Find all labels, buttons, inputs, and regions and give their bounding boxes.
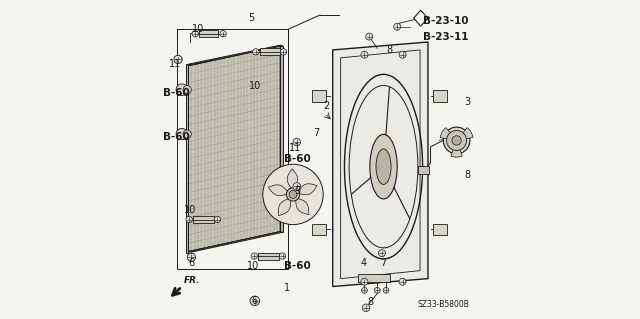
Circle shape: [452, 136, 461, 145]
Circle shape: [176, 128, 188, 140]
Circle shape: [280, 49, 287, 55]
Circle shape: [176, 84, 188, 95]
Text: 10: 10: [249, 81, 261, 92]
Circle shape: [394, 23, 401, 30]
Polygon shape: [188, 46, 280, 252]
Circle shape: [279, 253, 285, 259]
Polygon shape: [278, 198, 291, 216]
Text: SZ33-B5800B: SZ33-B5800B: [417, 300, 469, 309]
Text: B-60: B-60: [284, 261, 311, 271]
Wedge shape: [456, 128, 473, 140]
Text: 5: 5: [248, 13, 255, 23]
Text: 8: 8: [387, 45, 393, 55]
Polygon shape: [186, 64, 188, 253]
Circle shape: [251, 253, 257, 259]
Circle shape: [253, 49, 259, 55]
Text: 11: 11: [170, 59, 182, 69]
Bar: [418, 166, 429, 174]
Circle shape: [378, 250, 385, 257]
Circle shape: [293, 183, 301, 190]
Bar: [260, 48, 280, 55]
Text: 10: 10: [184, 205, 196, 215]
Polygon shape: [280, 46, 283, 232]
Bar: [312, 224, 326, 235]
Polygon shape: [188, 232, 283, 252]
Circle shape: [289, 190, 297, 198]
Circle shape: [186, 216, 193, 223]
Bar: [433, 90, 447, 102]
Text: B-60: B-60: [163, 132, 190, 142]
Circle shape: [293, 138, 301, 146]
Text: 7: 7: [380, 258, 387, 268]
Circle shape: [399, 51, 406, 58]
Text: 9: 9: [294, 186, 301, 196]
Text: 11: 11: [289, 143, 301, 153]
Wedge shape: [440, 128, 456, 140]
Circle shape: [250, 296, 260, 306]
Text: 10: 10: [247, 261, 259, 271]
Polygon shape: [333, 42, 428, 286]
Circle shape: [188, 253, 195, 262]
Text: 10: 10: [191, 24, 204, 34]
Ellipse shape: [376, 149, 391, 184]
Circle shape: [362, 304, 370, 312]
Text: B-23-10: B-23-10: [422, 16, 468, 26]
Polygon shape: [296, 198, 308, 215]
Ellipse shape: [370, 134, 397, 199]
Text: B-60: B-60: [284, 154, 311, 165]
Bar: [433, 224, 447, 235]
Text: 7: 7: [313, 128, 319, 137]
Text: 6: 6: [252, 296, 258, 306]
Bar: [312, 90, 326, 102]
Text: 8: 8: [368, 297, 374, 308]
Text: 1: 1: [284, 283, 290, 293]
Polygon shape: [188, 45, 283, 65]
Text: 6: 6: [188, 258, 195, 268]
Bar: [258, 253, 278, 260]
Circle shape: [383, 287, 389, 293]
Circle shape: [220, 31, 227, 37]
Circle shape: [286, 188, 300, 201]
Wedge shape: [451, 140, 462, 157]
Polygon shape: [297, 184, 317, 195]
Polygon shape: [268, 185, 289, 196]
Circle shape: [183, 130, 191, 138]
Polygon shape: [413, 10, 428, 26]
Bar: [358, 274, 390, 282]
Text: B-23-11: B-23-11: [422, 32, 468, 42]
Circle shape: [361, 278, 368, 285]
Circle shape: [374, 287, 380, 293]
Bar: [193, 216, 214, 223]
Circle shape: [174, 55, 182, 63]
Text: B-60: B-60: [163, 88, 190, 98]
Text: 8: 8: [465, 170, 471, 180]
Circle shape: [263, 164, 323, 225]
Circle shape: [183, 85, 191, 94]
Circle shape: [444, 127, 470, 154]
Text: 2: 2: [323, 100, 330, 110]
Circle shape: [362, 287, 367, 293]
Circle shape: [365, 33, 372, 40]
Circle shape: [399, 278, 406, 285]
Circle shape: [214, 216, 221, 223]
Text: FR.: FR.: [184, 276, 200, 285]
Text: 4: 4: [360, 258, 366, 268]
Circle shape: [361, 51, 368, 58]
Circle shape: [192, 31, 198, 37]
Bar: [199, 30, 218, 37]
Polygon shape: [287, 169, 298, 190]
Circle shape: [447, 130, 467, 151]
Text: 3: 3: [465, 97, 471, 107]
